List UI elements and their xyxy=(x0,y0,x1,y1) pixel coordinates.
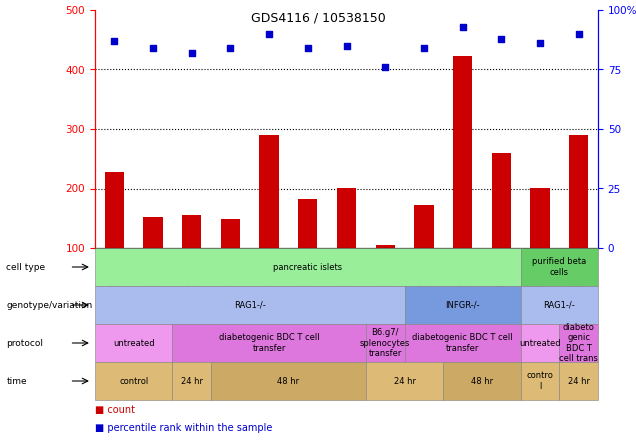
Point xyxy=(535,40,545,47)
Text: RAG1-/-: RAG1-/- xyxy=(234,301,266,309)
Bar xyxy=(337,189,356,248)
Bar xyxy=(143,217,163,248)
Bar xyxy=(259,135,279,248)
Text: 48 hr: 48 hr xyxy=(277,377,300,385)
Text: B6.g7/
splenocytes
transfer: B6.g7/ splenocytes transfer xyxy=(360,328,410,358)
Text: ■ percentile rank within the sample: ■ percentile rank within the sample xyxy=(95,423,272,433)
Point xyxy=(380,63,391,71)
Text: genotype/variation: genotype/variation xyxy=(6,301,93,309)
Text: ■ count: ■ count xyxy=(95,405,135,415)
Bar xyxy=(221,219,240,248)
Text: contro
l: contro l xyxy=(527,371,553,391)
Text: RAG1-/-: RAG1-/- xyxy=(543,301,575,309)
Bar xyxy=(530,189,550,248)
Point xyxy=(186,49,197,56)
Text: cell type: cell type xyxy=(6,262,46,271)
Text: GDS4116 / 10538150: GDS4116 / 10538150 xyxy=(251,11,385,24)
Bar xyxy=(569,135,588,248)
Bar xyxy=(492,153,511,248)
Text: purified beta
cells: purified beta cells xyxy=(532,258,586,277)
Text: 24 hr: 24 hr xyxy=(181,377,203,385)
Text: diabetogenic BDC T cell
transfer: diabetogenic BDC T cell transfer xyxy=(219,333,319,353)
Bar xyxy=(453,56,473,248)
Point xyxy=(457,23,467,30)
Point xyxy=(148,44,158,52)
Text: untreated: untreated xyxy=(519,338,561,348)
Bar xyxy=(375,245,395,248)
Text: pancreatic islets: pancreatic islets xyxy=(273,262,342,271)
Text: control: control xyxy=(119,377,148,385)
Text: diabetogenic BDC T cell
transfer: diabetogenic BDC T cell transfer xyxy=(412,333,513,353)
Point xyxy=(418,44,429,52)
Bar xyxy=(298,198,317,248)
Point xyxy=(342,42,352,49)
Point xyxy=(225,44,235,52)
Bar xyxy=(182,215,202,248)
Text: INFGR-/-: INFGR-/- xyxy=(445,301,480,309)
Point xyxy=(109,37,120,44)
Point xyxy=(496,35,506,42)
Point xyxy=(574,30,584,37)
Text: time: time xyxy=(6,377,27,385)
Text: 24 hr: 24 hr xyxy=(394,377,415,385)
Point xyxy=(303,44,313,52)
Text: 24 hr: 24 hr xyxy=(568,377,590,385)
Bar xyxy=(105,172,124,248)
Text: 48 hr: 48 hr xyxy=(471,377,493,385)
Text: untreated: untreated xyxy=(113,338,155,348)
Text: protocol: protocol xyxy=(6,338,43,348)
Point xyxy=(264,30,274,37)
Text: diabeto
genic
BDC T
cell trans: diabeto genic BDC T cell trans xyxy=(559,323,598,363)
Bar xyxy=(414,205,434,248)
